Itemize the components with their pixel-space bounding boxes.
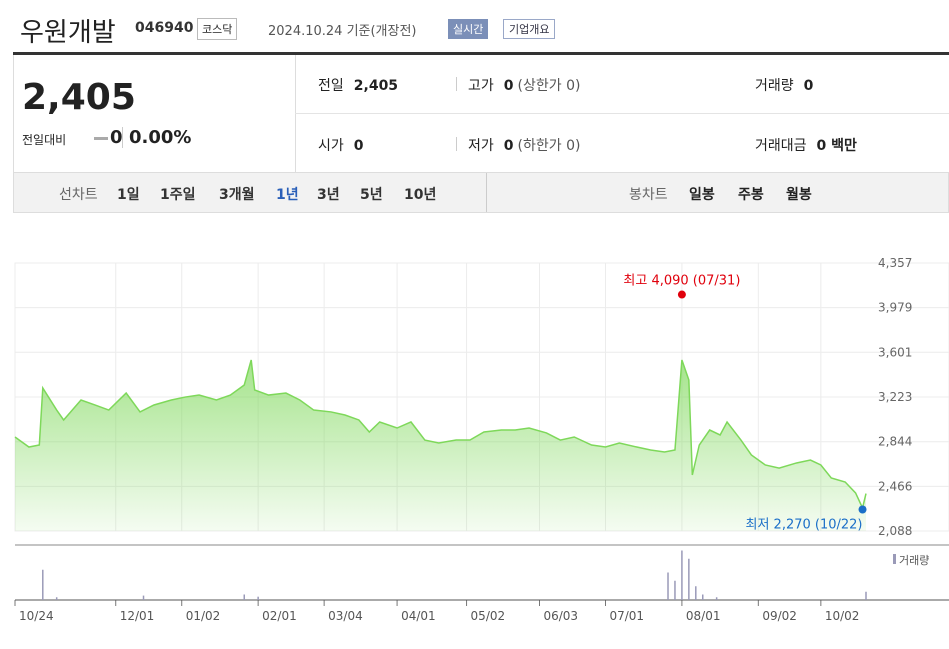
market: 코스닥 [197,18,238,40]
volume-bar [257,596,259,600]
x-tick-label: 06/03 [543,609,578,623]
volume-bar [42,569,44,600]
stat-value: 2,405 [353,78,399,94]
change-value: 0 [110,127,123,148]
line [14,359,867,511]
tab[interactable]: 1년 [276,187,299,203]
stat: 시가 0 [318,135,364,155]
y-tick-label: 3,979 [878,301,912,315]
y-tick-label: 4,357 [878,256,912,270]
tab[interactable]: 3개월 [219,187,255,203]
volume-bar [667,572,669,600]
volume-bar [243,594,245,600]
stat: 전일 2,405 [318,75,398,95]
stat-label: 고가 [468,78,494,94]
stat-extra: (상한가 0) [517,78,581,94]
x-tick-label: 12/01 [120,609,155,623]
x-tick-label: 05/02 [471,609,506,623]
stat: 저가 0 (하한가 0) [456,135,581,155]
volume-bar [701,594,704,600]
tab[interactable]: 주봉 [738,187,764,203]
price-box: 2,405 전일대비 0 0.00% [13,55,296,173]
tab-label: 봉차트 [629,187,668,203]
stat-value: 0 [503,138,514,154]
change: 0 [94,127,123,148]
summary: 2,405 전일대비 0 0.00% 전일 2,405 고가 0 (상한가 0) 거래량 0… [13,52,949,174]
price: 2,405 [22,77,136,118]
stat-label: 전일 [318,78,344,94]
y-tick-label: 2,466 [878,479,912,493]
volume-bar [695,586,697,600]
volume-bar [55,597,58,600]
annotation: 최고 4,090 (07/31) [623,274,740,289]
stock-name: 우원개발 [20,18,116,48]
tab[interactable]: 5년 [360,187,383,203]
sep [456,77,457,91]
company-button[interactable]: 기업개요 [503,19,556,39]
realtime-button[interactable]: 실시간 [448,19,489,39]
x-tick-label: 04/01 [401,609,436,623]
annotation-dot [677,290,686,299]
tab[interactable]: 월봉 [786,187,812,203]
tab[interactable]: 1주일 [160,187,196,203]
y-tick-label: 2,844 [878,435,912,449]
stat: 거래량 0 [755,75,813,95]
stat-value: 0 백만 [816,138,857,154]
annotation-dot [858,505,867,514]
x-tick-label: 09/02 [762,609,797,623]
y-tick-label: 3,601 [878,345,912,359]
tab[interactable]: 일봉 [689,187,715,203]
x-tick-label: 02/01 [262,609,297,623]
sep [456,137,457,151]
date: 2024.10.24 기준(개장전) [268,24,417,39]
chart: 4,357 3,979 3,601 3,223 2,844 2,466 2,088 10/24… [14,256,949,623]
header: 우원개발 046940 코스닥 2024.10.24 기준(개장전) 실시간 기… [0,0,949,52]
stat-label: 거래대금 [755,138,807,154]
change-label: 전일대비 [22,133,67,147]
volume-bar [142,595,145,600]
stat-label: 거래량 [755,78,794,94]
x-tick-label: 07/01 [609,609,644,623]
stat-value: 0 [503,78,514,94]
annotation: 최저 2,270 (10/22) [746,518,863,533]
volume-bar [674,580,676,600]
stock-code: 046940 [135,20,194,36]
y-tick-label: 2,088 [878,524,912,538]
change-pct: 0.00% [122,127,191,148]
stat: 거래대금 0 백만 [755,135,857,155]
stat-value: 0 [803,78,814,94]
stat: 고가 0 (상한가 0) [456,75,581,95]
volume-bar [688,558,690,600]
y-tick-label: 3,223 [878,390,912,404]
tab[interactable]: 1일 [117,187,140,203]
tab[interactable]: 3년 [317,187,340,203]
tabs: 선차트 1일 1주일 3개월 1년 3년 5년 10년 봉차트 일봉 주봉 월봉 [13,172,949,213]
x-tick-label: 10/24 [19,609,54,623]
tab-label: 선차트 [59,187,98,203]
stat-extra: (하한가 0) [517,138,581,154]
stat-label: 시가 [318,138,344,154]
area [15,359,866,531]
volume-bar [715,597,718,600]
divider [486,173,487,212]
x-tick-label: 08/01 [686,609,721,623]
volume-bar [681,550,683,600]
tab[interactable]: 10년 [404,187,437,203]
legend-swatch [893,554,896,564]
x-tick-label: 03/04 [328,609,363,623]
stat-value: 0 [353,138,364,154]
volume-bar [865,591,867,600]
legend: 거래량 [899,554,929,567]
x-tick-label: 10/02 [825,609,860,623]
divider [295,113,949,114]
x-tick-label: 01/02 [186,609,221,623]
stat-label: 저가 [468,138,494,154]
